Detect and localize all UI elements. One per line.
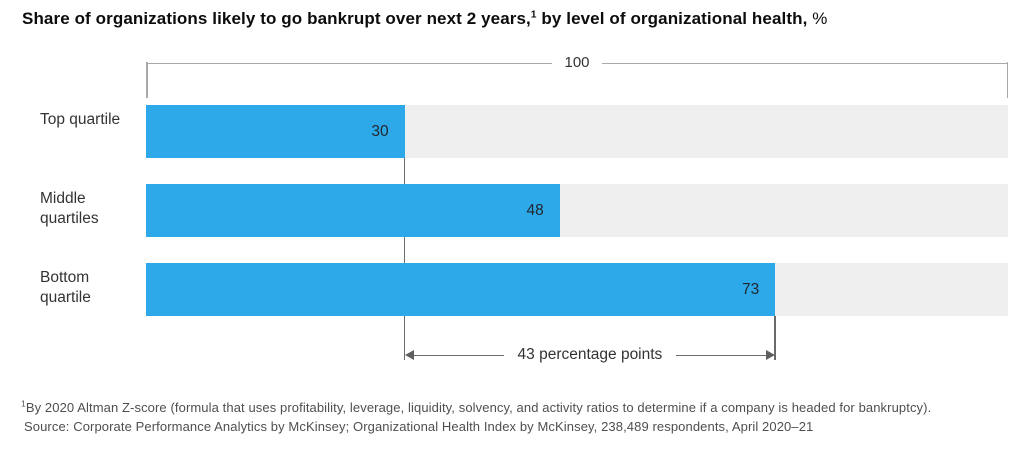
bar-value-label: 73 bbox=[742, 280, 760, 298]
bar-value-label: 30 bbox=[371, 122, 389, 140]
chart-title: Share of organizations likely to go bank… bbox=[22, 9, 827, 29]
category-label-top-quartile: Top quartile bbox=[40, 111, 121, 128]
bracket-tick-left bbox=[146, 62, 148, 98]
footnote-line: 1By 2020 Altman Z-score (formula that us… bbox=[21, 398, 931, 417]
bar-track: 30 bbox=[146, 105, 1008, 158]
arrowhead-right-icon bbox=[766, 350, 776, 360]
source-line: Source: Corporate Performance Analytics … bbox=[24, 419, 814, 434]
bar-track: 48 bbox=[146, 184, 1008, 237]
threshold-line-30 bbox=[403, 158, 406, 360]
bracket-tick-right bbox=[1006, 62, 1008, 98]
scale-bracket-line: 100 bbox=[146, 55, 1008, 71]
footnote-text: By 2020 Altman Z-score (formula that use… bbox=[25, 400, 932, 415]
chart-title-secondary: by level of organizational health, bbox=[536, 9, 808, 28]
delta-line-right bbox=[676, 354, 767, 356]
bar-fill: 30 bbox=[146, 105, 405, 158]
delta-annotation: 43 percentage points bbox=[404, 345, 776, 365]
bracket-line-left bbox=[146, 62, 553, 64]
scale-bracket: 100 bbox=[146, 55, 1008, 98]
category-label-middle-quartiles: Middle quartiles bbox=[40, 190, 99, 228]
footnote-marker: 1 bbox=[21, 398, 26, 409]
bar-fill: 48 bbox=[146, 184, 560, 237]
threshold-line-73 bbox=[774, 315, 776, 360]
category-label-bottom-quartile: Bottom quartile bbox=[40, 269, 91, 307]
scale-max-label: 100 bbox=[564, 54, 590, 71]
arrowhead-left-icon bbox=[404, 350, 414, 360]
bar-value-label: 48 bbox=[526, 201, 544, 219]
delta-line-left bbox=[413, 354, 504, 356]
footnotes: 1By 2020 Altman Z-score (formula that us… bbox=[21, 398, 931, 436]
delta-label: 43 percentage points bbox=[517, 346, 663, 363]
bar-track: 73 bbox=[146, 263, 1008, 316]
bracket-line-right bbox=[601, 62, 1008, 64]
chart-title-unit: % bbox=[807, 9, 828, 28]
plot-area: 100 30 48 73 43 bbox=[146, 0, 1008, 453]
bar-fill: 73 bbox=[146, 263, 776, 316]
chart-title-main: Share of organizations likely to go bank… bbox=[22, 9, 531, 28]
title-footnote-marker: 1 bbox=[530, 9, 537, 21]
